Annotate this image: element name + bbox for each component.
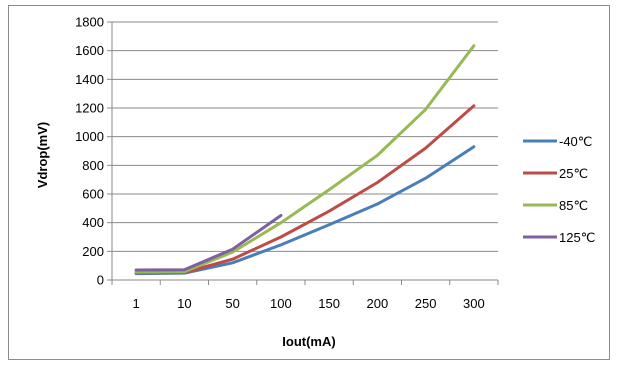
x-tick-label: 300	[463, 296, 485, 311]
y-tick-label: 1600	[75, 43, 104, 58]
y-tick-label: 1000	[75, 129, 104, 144]
x-tick-label: 250	[415, 296, 437, 311]
x-axis-title: Iout(mA)	[282, 334, 335, 349]
series-line	[134, 214, 283, 272]
y-tick-label: 600	[82, 187, 104, 202]
y-tick-label: 800	[82, 158, 104, 173]
x-tick-label: 50	[225, 296, 239, 311]
series-lines	[134, 44, 476, 276]
chart-frame	[8, 5, 610, 360]
y-tick-label: 1200	[75, 101, 104, 116]
y-tick-label: 0	[97, 273, 104, 288]
legend: -40℃ 25℃ 85℃ 125℃	[523, 134, 595, 245]
series-line	[134, 44, 476, 274]
y-tick-label: 200	[82, 244, 104, 259]
legend-label: -40℃	[559, 134, 592, 149]
axes: 0 200 400 600 800 1000 1200 1400 1600 1800 1 10 50 10…	[75, 15, 499, 311]
y-tick-label: 400	[82, 215, 104, 230]
y-axis-title: Vdrop(mV)	[35, 122, 50, 188]
x-tick-label: 10	[177, 296, 191, 311]
legend-label: 25℃	[559, 166, 588, 181]
x-tick-label: 100	[270, 296, 292, 311]
x-tick-label: 150	[318, 296, 340, 311]
x-tick-label: 200	[367, 296, 389, 311]
gridlines	[112, 21, 498, 252]
y-tick-label: 1400	[75, 72, 104, 87]
legend-label: 125℃	[559, 230, 595, 245]
legend-label: 85℃	[559, 198, 588, 213]
y-tick-label: 1800	[75, 15, 104, 30]
series-line	[134, 104, 476, 275]
x-tick-label: 1	[133, 296, 140, 311]
